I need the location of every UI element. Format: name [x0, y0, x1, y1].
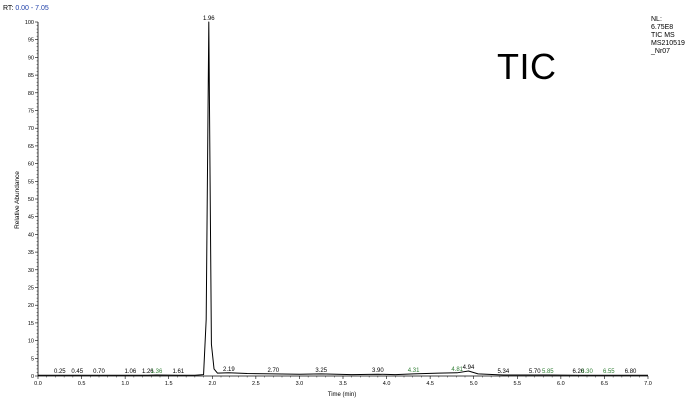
- peak-label: 1.61: [172, 369, 184, 375]
- y-tick-label: 55: [28, 179, 34, 185]
- peak-label: 0.45: [71, 369, 83, 375]
- y-tick-label: 30: [28, 268, 34, 274]
- peak-label: 6.30: [581, 369, 593, 375]
- x-tick-label: 0.0: [34, 381, 42, 387]
- scan-filter: TIC MS: [651, 32, 675, 39]
- y-tick-label: 65: [28, 144, 34, 150]
- peak-label: 6.80: [625, 369, 637, 375]
- y-tick-label: 80: [28, 91, 34, 97]
- rt-range: RT: 0.00 - 7.05: [3, 5, 49, 12]
- nl-label: NL:: [651, 16, 662, 23]
- y-tick-label: 60: [28, 162, 34, 168]
- peak-label: 2.19: [223, 367, 235, 373]
- peak-label: 4.81: [451, 367, 463, 373]
- x-tick-label: 5.0: [470, 381, 478, 387]
- x-axis-label: Time (min): [328, 392, 356, 398]
- y-tick-label: 0: [31, 374, 34, 380]
- x-tick-label: 6.0: [557, 381, 565, 387]
- y-tick-label: 35: [28, 250, 34, 256]
- peak-label: 3.90: [372, 368, 384, 374]
- y-tick-label: 15: [28, 321, 34, 327]
- peak-label: 2.70: [267, 368, 279, 374]
- peak-label: 6.55: [603, 369, 615, 375]
- x-tick-label: 4.5: [426, 381, 434, 387]
- y-tick-label: 95: [28, 38, 34, 44]
- y-tick-label: 100: [25, 20, 34, 26]
- y-tick-label: 25: [28, 286, 34, 292]
- y-tick-label: 20: [28, 303, 34, 309]
- peak-label: 5.34: [497, 369, 509, 375]
- peak-label: 5.85: [542, 369, 554, 375]
- y-tick-label: 45: [28, 215, 34, 221]
- y-tick-label: 50: [28, 197, 34, 203]
- y-tick-label: 5: [31, 356, 34, 362]
- rt-range-value: 0.00 - 7.05: [15, 5, 49, 12]
- y-tick-label: 10: [28, 339, 34, 345]
- peak-label: 3.25: [315, 368, 327, 374]
- info-block: NL: 6.75E8 TIC MS MS210519 _Nr07: [651, 16, 685, 56]
- peak-label: 4.31: [408, 368, 420, 374]
- peak-label: 1.06: [125, 369, 137, 375]
- x-tick-label: 7.0: [644, 381, 652, 387]
- x-tick-label: 4.0: [383, 381, 391, 387]
- y-axis-label: Relative Abundance: [14, 171, 21, 229]
- file-name-line2: _Nr07: [651, 48, 671, 55]
- peak-label: 6.20: [572, 369, 584, 375]
- x-tick-label: 3.0: [296, 381, 304, 387]
- rt-prefix: RT:: [3, 5, 14, 12]
- trace-label: TIC: [497, 46, 557, 87]
- x-tick-label: 3.5: [339, 381, 347, 387]
- y-tick-label: 85: [28, 73, 34, 79]
- peak-label: 1.96: [203, 16, 215, 22]
- y-tick-label: 75: [28, 109, 34, 115]
- x-tick-label: 5.5: [513, 381, 521, 387]
- peak-label: 1.36: [151, 369, 163, 375]
- peak-label: 0.25: [54, 369, 66, 375]
- x-tick-label: 1.5: [165, 381, 173, 387]
- peak-label: 1.26: [142, 369, 154, 375]
- file-name-line1: MS210519: [651, 40, 685, 47]
- x-tick-label: 1.0: [121, 381, 129, 387]
- peak-label: 5.70: [529, 369, 541, 375]
- x-tick-label: 2.0: [208, 381, 216, 387]
- y-tick-label: 70: [28, 126, 34, 132]
- y-tick-label: 40: [28, 232, 34, 238]
- peak-label: 0.70: [93, 369, 105, 375]
- tic-trace-line: [38, 21, 648, 376]
- x-tick-label: 2.5: [252, 381, 260, 387]
- y-tick-label: 90: [28, 55, 34, 61]
- nl-value: 6.75E8: [651, 24, 674, 31]
- x-tick-label: 0.5: [78, 381, 86, 387]
- peak-label: 4.94: [463, 365, 475, 371]
- x-tick-label: 6.5: [601, 381, 609, 387]
